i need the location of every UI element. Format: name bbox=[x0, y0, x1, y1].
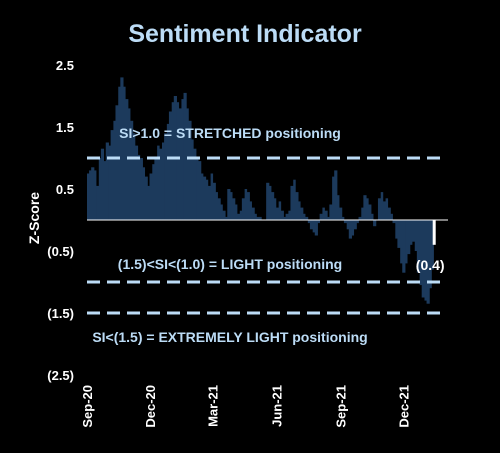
bar bbox=[295, 192, 298, 220]
x-tick-label: Dec-20 bbox=[143, 385, 158, 428]
y-axis-label: Z-Score bbox=[26, 192, 42, 244]
bar bbox=[125, 99, 128, 220]
bar bbox=[383, 201, 386, 220]
bar bbox=[271, 192, 274, 220]
x-tick-label: Dec-21 bbox=[397, 385, 412, 428]
bar bbox=[371, 214, 373, 220]
bar bbox=[290, 186, 293, 220]
reference-line-label: SI<(1.5) = EXTREMELY LIGHT positioning bbox=[92, 329, 367, 345]
bar bbox=[388, 208, 391, 220]
bar bbox=[184, 93, 187, 220]
bar bbox=[96, 186, 99, 220]
bar bbox=[247, 192, 250, 220]
bar bbox=[208, 186, 211, 220]
latest-value-bar bbox=[433, 220, 436, 245]
bar bbox=[198, 161, 201, 220]
bar bbox=[300, 208, 303, 220]
x-tick-label: Jun-21 bbox=[270, 385, 285, 427]
bar bbox=[242, 198, 245, 220]
bar bbox=[232, 198, 235, 220]
bar bbox=[111, 130, 114, 220]
y-tick-label: (0.5) bbox=[47, 244, 74, 259]
chart-title: Sentiment Indicator bbox=[128, 20, 362, 48]
bar bbox=[412, 220, 415, 242]
bar bbox=[397, 220, 400, 248]
x-tick-label: Sep-21 bbox=[334, 385, 349, 428]
bar bbox=[218, 198, 221, 220]
y-tick-label: (1.5) bbox=[47, 306, 74, 321]
bar bbox=[320, 214, 323, 220]
y-tick-label: (2.5) bbox=[47, 368, 74, 383]
bar bbox=[354, 220, 357, 229]
latest-value-label: (0.4) bbox=[416, 257, 445, 273]
bar bbox=[402, 220, 405, 273]
bar bbox=[106, 143, 109, 221]
bar bbox=[310, 220, 313, 229]
bar bbox=[334, 170, 337, 220]
bar bbox=[315, 220, 318, 236]
bar bbox=[237, 214, 240, 220]
bar bbox=[222, 211, 225, 220]
y-tick-label: 0.5 bbox=[56, 182, 74, 197]
bar bbox=[115, 105, 118, 220]
bar bbox=[227, 189, 230, 220]
bar bbox=[286, 214, 289, 220]
bar bbox=[252, 208, 255, 220]
x-tick-label: Mar-21 bbox=[206, 385, 221, 427]
bar bbox=[368, 205, 371, 221]
bar bbox=[101, 149, 104, 220]
bar bbox=[145, 177, 148, 220]
bar bbox=[339, 208, 342, 220]
bar bbox=[150, 174, 153, 221]
bar bbox=[154, 158, 157, 220]
bar bbox=[164, 133, 167, 220]
y-tick-label: 2.5 bbox=[56, 58, 74, 73]
bar bbox=[120, 77, 123, 220]
x-tick-labels: Sep-20 Dec-20 Mar-21 Jun-21 Sep-21 Dec-21 bbox=[80, 385, 412, 428]
bar bbox=[373, 220, 376, 226]
bar bbox=[140, 158, 143, 220]
bar bbox=[390, 214, 392, 220]
y-tick-label: 1.5 bbox=[56, 120, 74, 135]
bar bbox=[324, 211, 327, 220]
reference-line-label: SI>1.0 = STRETCHED positioning bbox=[119, 125, 341, 141]
bar bbox=[276, 208, 279, 220]
y-tick-labels: 2.5 1.5 0.5 (0.5) (1.5) (2.5) bbox=[47, 58, 74, 383]
bar bbox=[91, 167, 94, 220]
bar bbox=[329, 205, 332, 221]
bar bbox=[363, 195, 366, 220]
bar bbox=[203, 177, 206, 220]
x-tick-label: Sep-20 bbox=[80, 385, 95, 428]
bar bbox=[378, 198, 381, 220]
bar bbox=[281, 211, 284, 220]
bar bbox=[213, 183, 216, 220]
reference-line-label: (1.5)<SI<(1.0) = LIGHT positioning bbox=[118, 256, 342, 272]
bar bbox=[266, 183, 269, 220]
bar bbox=[407, 220, 410, 254]
bar bbox=[349, 220, 352, 239]
